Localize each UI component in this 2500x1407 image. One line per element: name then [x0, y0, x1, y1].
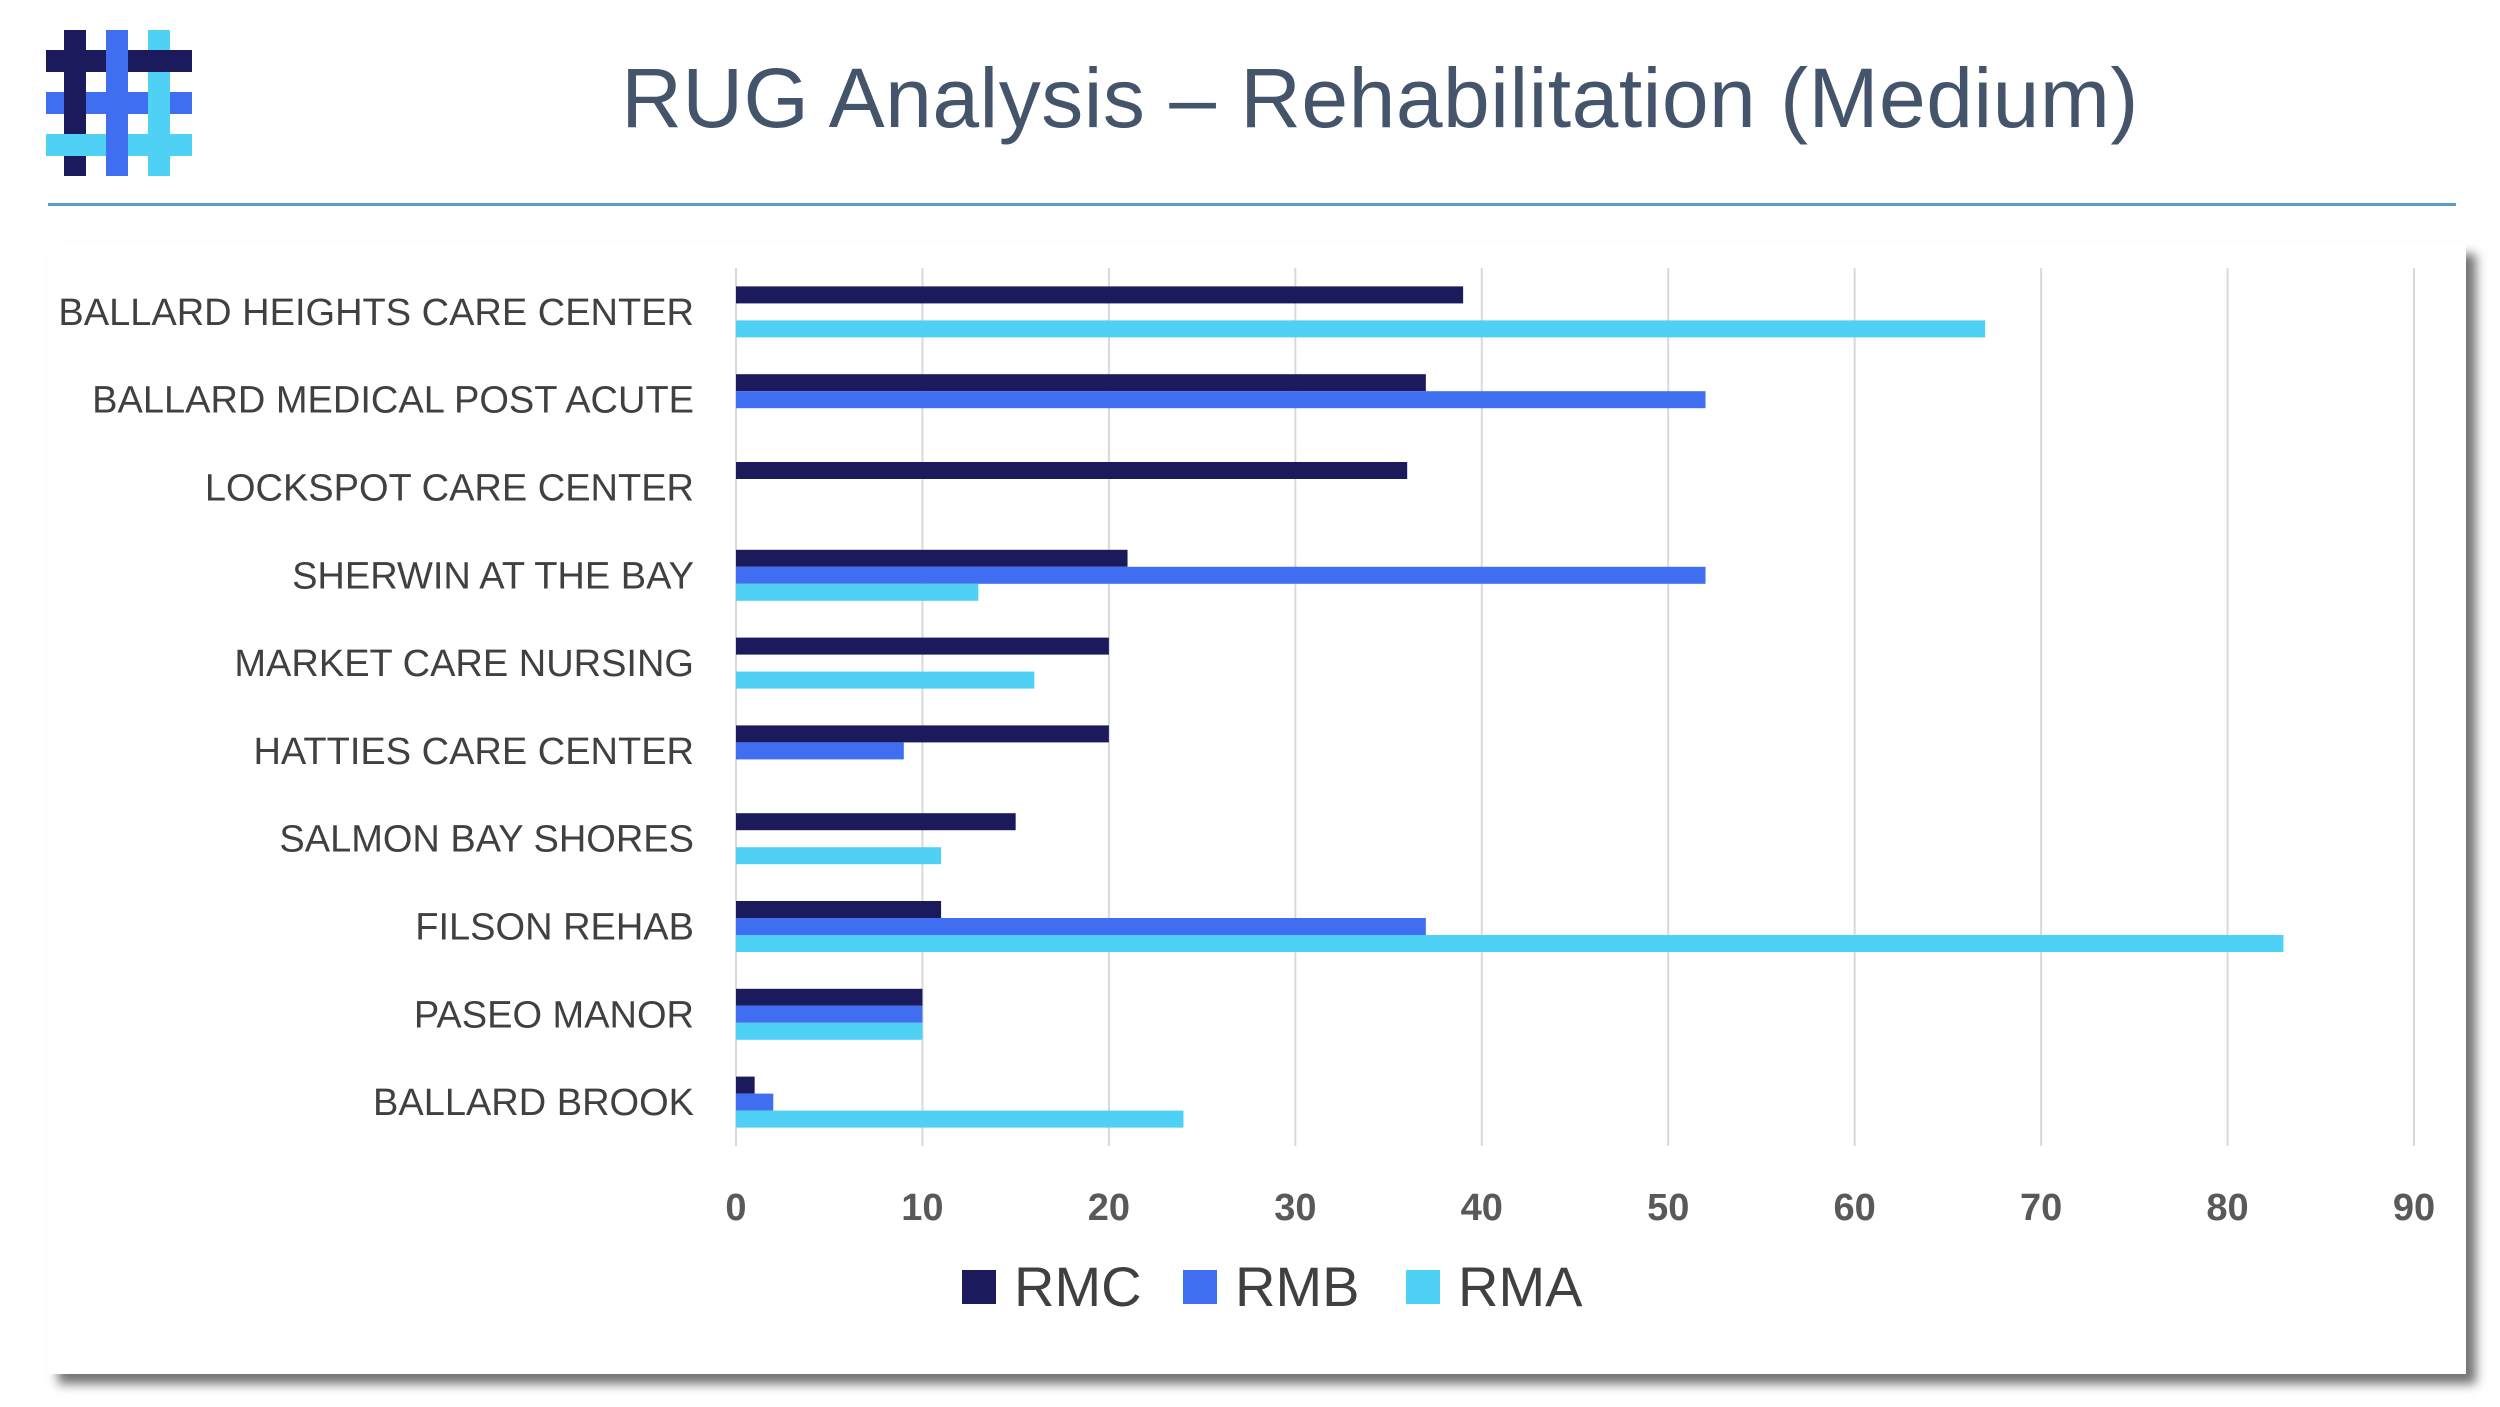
- category-label: PASEO MANOR: [414, 994, 694, 1036]
- bar-rmb: [736, 742, 904, 760]
- bar-rmc: [736, 1076, 755, 1094]
- bar-rmc: [736, 462, 1408, 479]
- category-label: FILSON REHAB: [415, 907, 694, 949]
- legend-label: RMB: [1235, 1255, 1359, 1318]
- x-tick-label: 10: [901, 1187, 943, 1229]
- chart-panel: BALLARD HEIGHTS CARE CENTER BALLARD MEDIC…: [48, 244, 2466, 1374]
- bar-rmc: [736, 374, 1426, 392]
- x-tick-label: 80: [2206, 1187, 2248, 1229]
- x-axis-ticks: 0 10 20 30 40 50 60 70 80 90: [725, 1187, 2435, 1229]
- bar-rma: [736, 583, 979, 601]
- bar-rmb: [736, 391, 1706, 409]
- category-label: MARKET CARE NURSING: [234, 643, 694, 685]
- bar-rma: [736, 671, 1035, 689]
- legend: RMC RMB RMA: [962, 1255, 1583, 1318]
- legend-label: RMC: [1014, 1255, 1142, 1318]
- bar-rmb: [736, 918, 1426, 935]
- bar-rmc: [736, 813, 1016, 831]
- bar-chart: BALLARD HEIGHTS CARE CENTER BALLARD MEDIC…: [58, 268, 2435, 1318]
- bar-rma: [736, 320, 1986, 338]
- bar-rmb: [736, 1093, 774, 1111]
- x-tick-label: 30: [1274, 1187, 1316, 1229]
- category-label: BALLARD MEDICAL POST ACUTE: [92, 380, 694, 422]
- bar-rmc: [736, 901, 942, 918]
- category-labels: BALLARD HEIGHTS CARE CENTER BALLARD MEDIC…: [58, 292, 694, 1124]
- bar-rma: [736, 1110, 1184, 1128]
- category-label: BALLARD HEIGHTS CARE CENTER: [58, 292, 694, 334]
- category-label: BALLARD BROOK: [373, 1082, 694, 1124]
- x-tick-label: 70: [2020, 1187, 2062, 1229]
- x-tick-label: 50: [1647, 1187, 1689, 1229]
- category-label: SALMON BAY SHORES: [279, 819, 694, 861]
- x-tick-label: 40: [1461, 1187, 1503, 1229]
- bar-rmc: [736, 549, 1128, 567]
- x-tick-label: 60: [1834, 1187, 1876, 1229]
- x-tick-label: 0: [725, 1187, 746, 1229]
- category-label: LOCKSPOT CARE CENTER: [205, 468, 694, 510]
- bar-rmc: [736, 637, 1109, 655]
- page-title: RUG Analysis – Rehabilitation (Medium): [621, 51, 2139, 145]
- legend-swatch-rmb: [1183, 1270, 1217, 1304]
- x-tick-label: 90: [2393, 1187, 2435, 1229]
- bar-rmc: [736, 725, 1109, 743]
- bar-rma: [736, 935, 2284, 952]
- legend-swatch-rmc: [962, 1270, 996, 1304]
- bar-rmc: [736, 286, 1464, 304]
- bar-rmb: [736, 1005, 923, 1023]
- bar-rmb: [736, 566, 1706, 584]
- hashtag-weave-logo-icon: [46, 30, 192, 176]
- bars: [736, 286, 2284, 1128]
- x-tick-label: 20: [1088, 1187, 1130, 1229]
- bar-rma: [736, 1022, 923, 1040]
- bar-rmc: [736, 988, 923, 1006]
- title-divider: [48, 203, 2456, 206]
- legend-label: RMA: [1458, 1255, 1583, 1318]
- bar-rma: [736, 847, 942, 865]
- legend-swatch-rma: [1406, 1270, 1440, 1304]
- category-label: SHERWIN AT THE BAY: [292, 555, 694, 597]
- category-label: HATTIES CARE CENTER: [253, 731, 694, 773]
